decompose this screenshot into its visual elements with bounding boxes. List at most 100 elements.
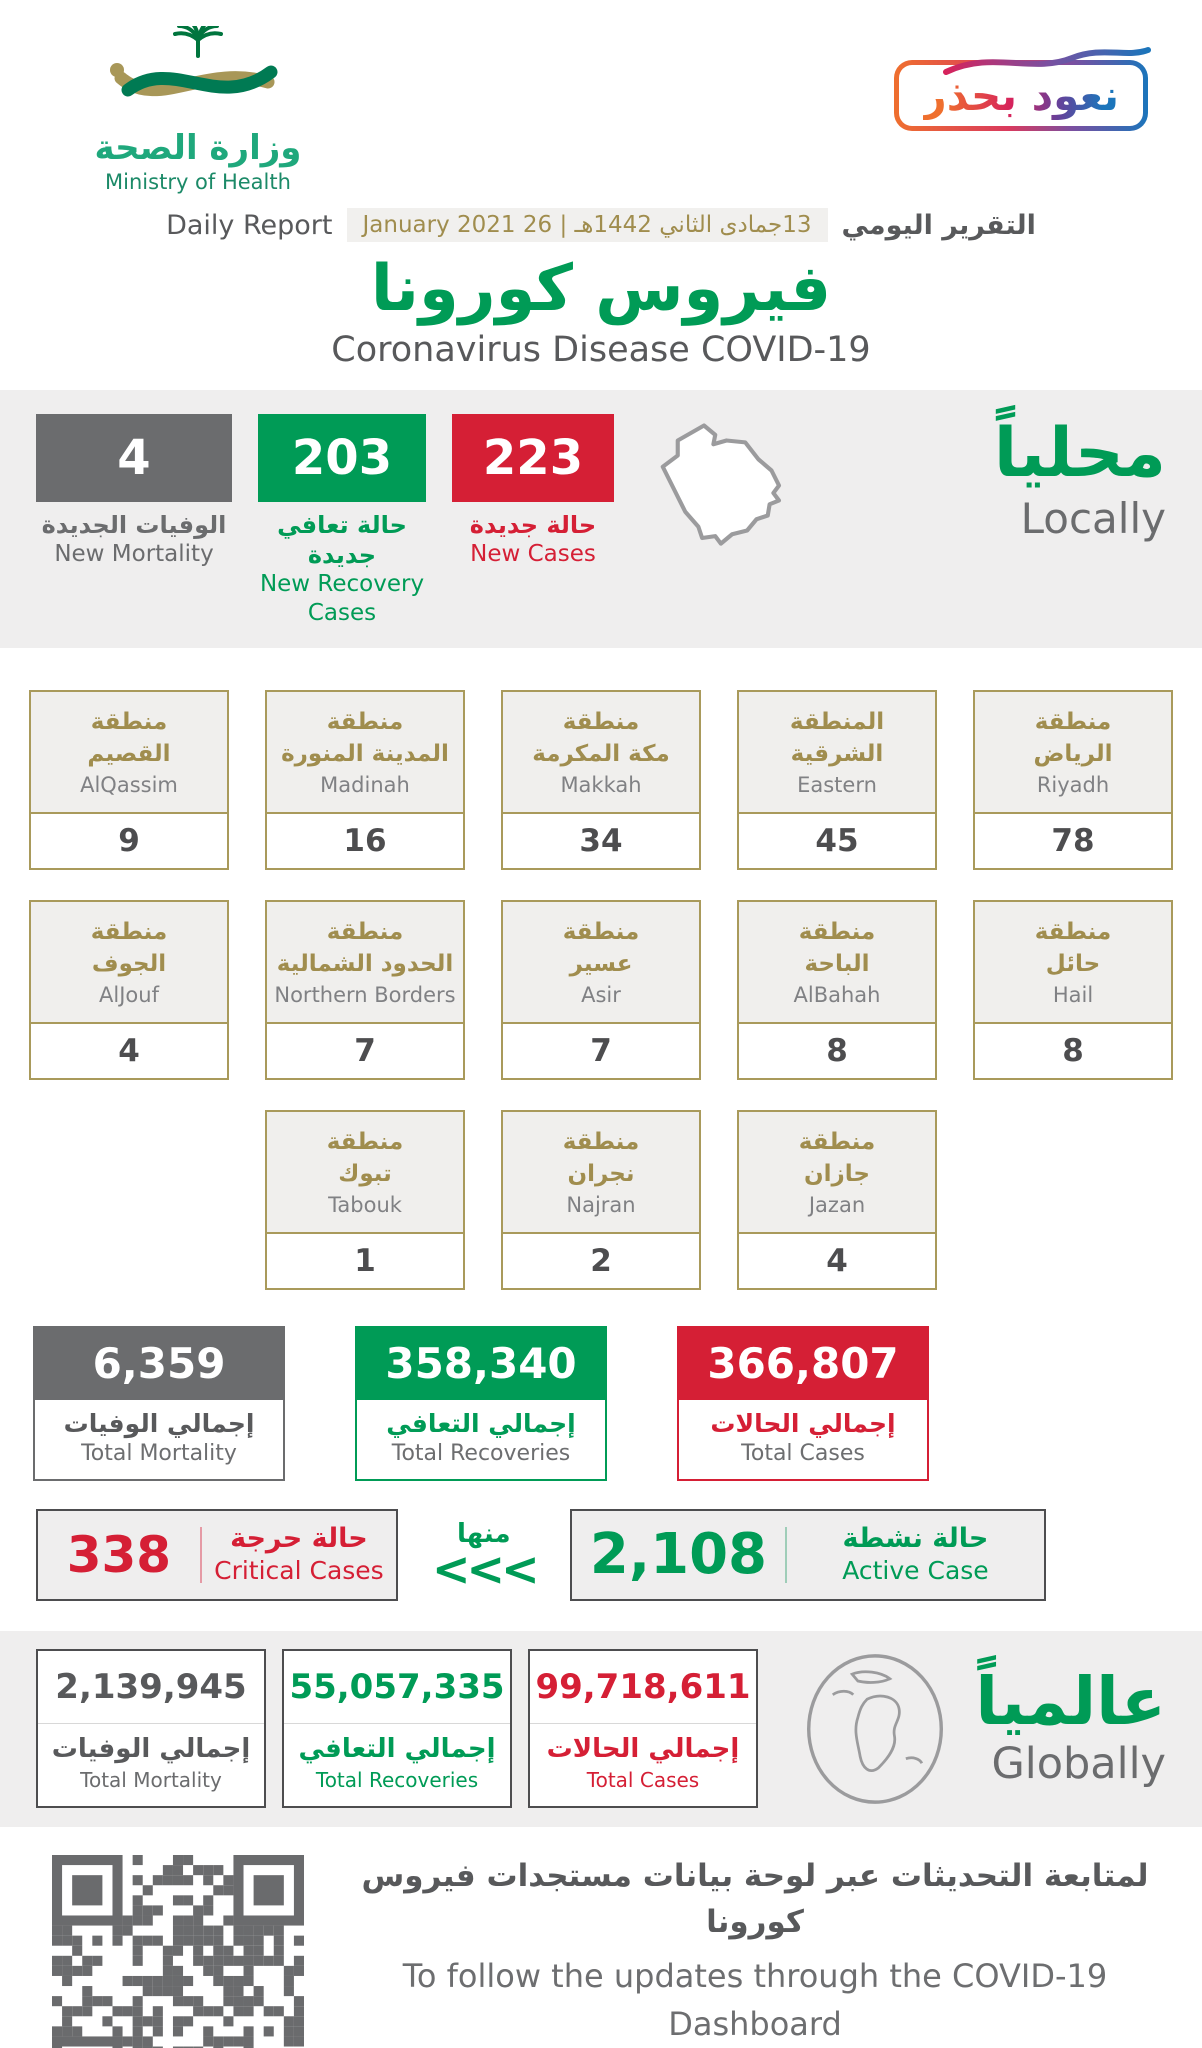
region-value: 34 [503, 813, 699, 868]
region-ar-line1: منطقة [562, 1128, 640, 1155]
region-ar-line1: منطقة [562, 918, 640, 945]
new-recovery-value: 203 [258, 414, 426, 502]
badge-label: نعود بحذر [922, 71, 1119, 120]
logo-arabic-name: وزارة الصحة [94, 128, 302, 168]
region-en-name: Eastern [797, 773, 877, 798]
regions-row-3: منطقة تبوك Tabouk 1 منطقة نجران Najran 2 م… [0, 1109, 1202, 1290]
region-ar-line2: عسير [569, 951, 633, 977]
new-mortality-label-ar: الوفيات الجديدة [41, 511, 227, 539]
region-value: 4 [739, 1233, 935, 1288]
global-mortality-value: 2,139,945 [38, 1651, 264, 1725]
critical-divider [199, 1526, 202, 1583]
region-en-name: AlQassim [80, 773, 178, 798]
global-recoveries-label-en: Total Recoveries [315, 1768, 479, 1793]
locally-section: 4 الوفيات الجديدة New Mortality 203 حالة… [0, 390, 1202, 648]
region-en-name: Riyadh [1036, 773, 1110, 798]
new-cases-value: 223 [452, 414, 614, 502]
new-cases-label-ar: حالة جديدة [469, 511, 597, 539]
region-ar-line1: منطقة [90, 708, 168, 735]
regions-row-2: منطقة الجوف AlJouf 4 منطقة الحدود الشمالية… [0, 899, 1202, 1080]
active-divider [785, 1526, 788, 1583]
dashboard-line-ar: لمتابعة التحديثات عبر لوحة بيانات مستجدا… [361, 1857, 1149, 1941]
region-card-northern-borders: منطقة الحدود الشمالية Northern Borders 7 [265, 899, 465, 1080]
logo-english-name: Ministry of Health [105, 170, 291, 194]
of-which-indicator: منها <<< [432, 1518, 540, 1592]
region-card-makkah: منطقة مكة المكرمة Makkah 34 [501, 689, 701, 870]
region-en-name: Makkah [560, 773, 642, 798]
global-cases-label-en: Total Cases [586, 1768, 700, 1793]
total-cases-value: 366,807 [679, 1327, 927, 1400]
region-en-name: Hail [1052, 983, 1094, 1008]
global-mortality-label-en: Total Mortality [80, 1768, 222, 1793]
saudi-arabia-map-icon [660, 423, 782, 546]
region-ar-line2: مكة المكرمة [532, 741, 670, 767]
badge-border: نعود بحذر [893, 60, 1148, 131]
page-title-english: Coronavirus Disease COVID-19 [331, 330, 871, 370]
region-ar-line1: منطقة [562, 708, 640, 735]
total-mortality-label-ar: إجمالي الوفيات [63, 1408, 255, 1438]
totals-row: 6,359 إجمالي الوفيات Total Mortality 358… [0, 1320, 1202, 1481]
region-value: 7 [503, 1023, 699, 1078]
region-value: 45 [739, 813, 935, 868]
region-value: 8 [739, 1023, 935, 1078]
qr-code [52, 1854, 304, 2048]
region-value: 1 [267, 1233, 463, 1288]
return-with-caution-badge: نعود بحذر [893, 47, 1151, 131]
region-en-name: Northern Borders [274, 983, 456, 1008]
region-value: 16 [267, 813, 463, 868]
new-mortality-value: 4 [36, 414, 232, 502]
region-value: 7 [267, 1023, 463, 1078]
new-mortality-label-en: New Mortality [54, 541, 214, 567]
header: وزارة الصحة Ministry of Health نعود بحذر [0, 0, 1202, 194]
region-card-riyadh: منطقة الرياض Riyadh 78 [973, 689, 1173, 870]
region-ar-line2: تبوك [338, 1161, 392, 1187]
globe-icon [807, 1653, 943, 1804]
region-card-tabouk: منطقة تبوك Tabouk 1 [265, 1109, 465, 1290]
region-ar-line1: منطقة [326, 708, 404, 735]
region-en-name: Tabouk [328, 1193, 402, 1218]
new-cases-label-en: New Cases [470, 541, 596, 567]
region-ar-line1: المنطقة [789, 708, 885, 735]
report-date: 13جمادى الثاني 1442هـ | 26 January 2021 [346, 208, 828, 242]
globally-heading-en: Globally [991, 1738, 1166, 1789]
of-which-label: منها [457, 1518, 511, 1549]
region-card-hail: منطقة حائل Hail 8 [973, 899, 1173, 1080]
region-en-name: AlJouf [99, 983, 159, 1008]
global-recoveries-box: 55,057,335 إجمالي التعافي Total Recoveri… [282, 1649, 512, 1809]
total-cases-label-en: Total Cases [741, 1441, 865, 1466]
locally-heading: محلياً Locally [994, 420, 1166, 544]
region-card-najran: منطقة نجران Najran 2 [501, 1109, 701, 1290]
region-card-eastern: المنطقة الشرقية Eastern 45 [737, 689, 937, 870]
region-ar-line2: الحدود الشمالية [276, 951, 454, 977]
active-label-ar: حالة نشطة [842, 1523, 989, 1555]
region-value: 78 [975, 813, 1171, 868]
region-en-name: Asir [581, 983, 621, 1008]
total-cases-label-ar: إجمالي الحالات [710, 1408, 896, 1438]
global-recoveries-label-ar: إجمالي التعافي [298, 1734, 496, 1765]
daily-report-label-en: Daily Report [166, 209, 333, 241]
region-value: 8 [975, 1023, 1171, 1078]
critical-label-ar: حالة حرجة [230, 1523, 368, 1555]
total-recoveries-box: 358,340 إجمالي التعافي Total Recoveries [355, 1325, 607, 1481]
new-mortality-stat: 4 الوفيات الجديدة New Mortality [36, 414, 232, 569]
region-ar-line2: نجران [567, 1161, 635, 1187]
global-cases-value: 99,718,611 [530, 1651, 756, 1725]
region-ar-line1: منطقة [798, 918, 876, 945]
region-ar-line2: الباحة [804, 951, 870, 977]
region-ar-line2: الرياض [1033, 741, 1113, 767]
dashboard-line-en: To follow the updates through the COVID-… [402, 1956, 1108, 2043]
badge-swoosh-icon [943, 47, 1151, 75]
active-cases-box: 2,108 حالة نشطة Active Case [569, 1508, 1046, 1601]
total-mortality-value: 6,359 [35, 1327, 283, 1400]
region-en-name: AlBahah [793, 983, 881, 1008]
region-en-name: Najran [566, 1193, 636, 1218]
daily-report-label-ar: التقرير اليومي [841, 209, 1036, 241]
report-line: Daily Report 13جمادى الثاني 1442هـ | 26 … [0, 208, 1202, 242]
moh-logo: وزارة الصحة Ministry of Health [48, 22, 348, 194]
active-label-en: Active Case [842, 1555, 989, 1585]
region-value: 4 [31, 1023, 227, 1078]
total-recoveries-value: 358,340 [357, 1327, 605, 1400]
region-ar-line2: الشرقية [790, 741, 884, 767]
globally-heading-ar: عالمياً [975, 1662, 1166, 1740]
